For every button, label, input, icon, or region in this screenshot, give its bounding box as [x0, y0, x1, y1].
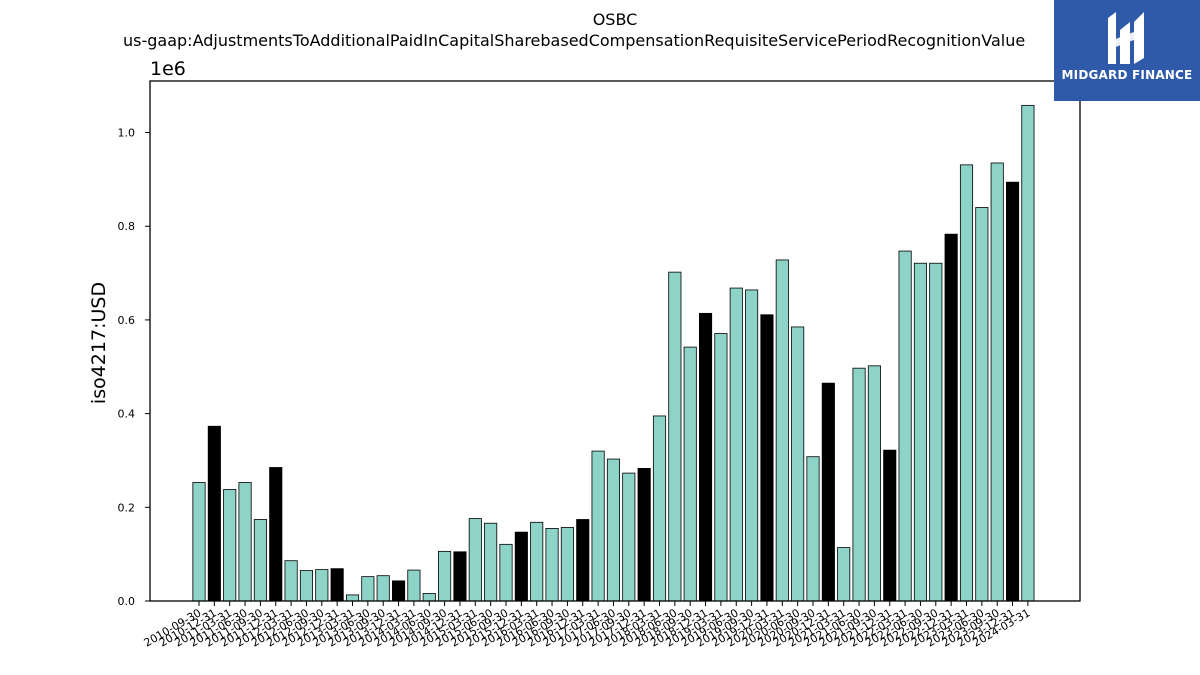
bar: [576, 519, 590, 602]
plot-frame: [149, 80, 1081, 602]
bar: [591, 450, 605, 602]
bar: [944, 233, 958, 602]
bar: [345, 594, 360, 602]
bar: [990, 162, 1004, 602]
bar: [683, 346, 697, 602]
bar: [468, 518, 482, 602]
y-tick-label: 0.4: [118, 408, 136, 421]
bar: [207, 425, 221, 602]
bar: [253, 519, 267, 602]
bar: [361, 576, 375, 602]
bar: [499, 543, 513, 602]
bar: [760, 314, 774, 602]
chart-subtitle: us-gaap:AdjustmentsToAdditionalPaidInCap…: [123, 31, 1025, 50]
midgard-logo: MIDGARD FINANCE: [1054, 0, 1200, 101]
bar: [315, 569, 329, 602]
bar: [929, 262, 943, 602]
bar: [330, 568, 344, 602]
y-tick-label: 0.6: [118, 314, 136, 327]
bar: [391, 580, 406, 602]
y-offset-label: 1e6: [150, 58, 186, 80]
bar: [560, 527, 574, 602]
bar: [975, 207, 989, 602]
bar: [484, 522, 498, 602]
y-ticks-group: 0.0 0.2 0.4 0.6 0.8 1.0: [118, 127, 150, 608]
bar: [514, 531, 528, 602]
bar: [652, 415, 667, 602]
midgard-logo-icon: [1108, 12, 1144, 64]
bar: [668, 271, 682, 602]
bar: [714, 333, 728, 602]
bar: [775, 259, 789, 602]
bar: [745, 289, 759, 602]
chart-title: OSBC: [593, 10, 638, 29]
bar: [729, 287, 743, 602]
bar: [238, 482, 252, 602]
bar: [837, 547, 851, 602]
bar: [192, 482, 206, 602]
bar: [545, 527, 559, 602]
x-ticks-group: 2010-09-302010-12-312011-03-312011-06-30…: [142, 601, 1032, 650]
bar: [959, 164, 974, 602]
bar: [913, 262, 927, 602]
bar: [438, 550, 452, 602]
bar: [1021, 104, 1035, 602]
y-tick-label: 0.8: [118, 220, 136, 233]
bar: [1006, 181, 1020, 602]
y-axis-label: iso4217:USD: [88, 282, 110, 404]
bar: [622, 472, 636, 602]
bar: [376, 575, 390, 602]
y-tick-label: 0.0: [118, 595, 136, 608]
bar: [284, 560, 298, 602]
bar: [223, 489, 237, 602]
bar: [453, 551, 467, 602]
bars-group: [192, 104, 1035, 602]
y-tick-label: 0.2: [118, 501, 136, 514]
logo-text: MIDGARD FINANCE: [1061, 68, 1193, 82]
bar: [530, 521, 544, 602]
bar: [867, 365, 881, 602]
bar: [898, 250, 912, 602]
bar: [269, 467, 283, 602]
y-tick-label: 1.0: [118, 127, 136, 140]
bar: [852, 367, 866, 602]
bar: [883, 449, 897, 602]
bar: [806, 456, 820, 602]
bar: [637, 468, 651, 602]
bar: [821, 382, 835, 602]
bar: [606, 458, 620, 602]
bar: [699, 312, 713, 602]
bar: [422, 593, 436, 602]
bar: [299, 570, 313, 602]
bar: [407, 569, 421, 602]
bar: [791, 326, 805, 602]
